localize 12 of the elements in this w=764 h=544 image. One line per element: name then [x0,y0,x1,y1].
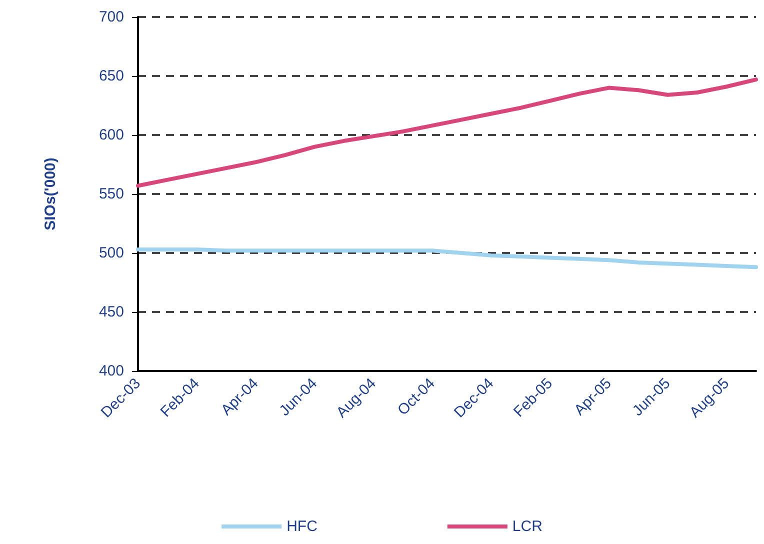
y-tick-label: 700 [98,8,124,26]
y-tick-label: 650 [98,68,124,84]
y-axis-title: SIOs('000) [42,158,59,230]
legend-label: HFC [286,518,318,535]
y-tick-label: 450 [98,304,124,320]
line-series [136,78,758,188]
line-series [136,247,758,270]
y-tick-label: 400 [98,362,124,380]
y-tick-label: 550 [98,186,124,202]
y-tick-label: 600 [98,126,124,144]
y-tick-label: 500 [98,244,124,262]
legend-label: LCR [512,518,543,535]
